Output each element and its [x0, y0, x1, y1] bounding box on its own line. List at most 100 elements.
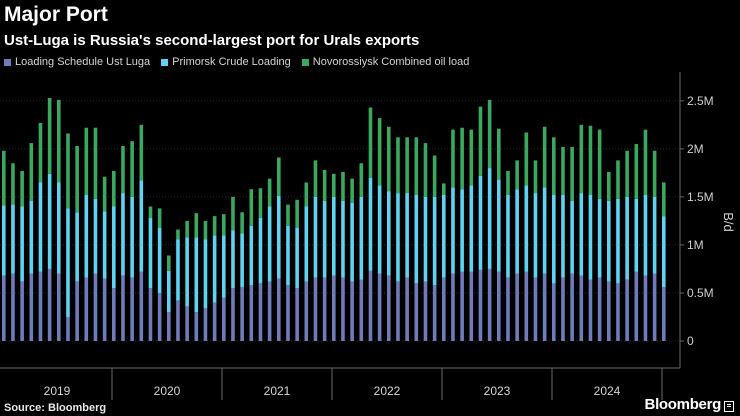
bar-segment-primorsk-crude-loading	[322, 200, 327, 278]
bar-segment-novorossiysk-combined-oil-load	[588, 125, 593, 195]
bar-segment-novorossiysk-combined-oil-load	[84, 127, 89, 195]
axes: 0 0.5M 1M 1.5M 2M 2.5M 2019 2020 2021 2022 2023 202…	[0, 72, 714, 400]
legend-label-ust-luga: Loading Schedule Ust Luga	[15, 56, 151, 68]
bar-segment-primorsk-crude-loading	[203, 239, 208, 309]
source-note: Source: Bloomberg	[4, 402, 107, 414]
bar-segment-novorossiysk-combined-oil-load	[93, 127, 98, 199]
bar-segment-primorsk-crude-loading	[47, 173, 52, 269]
bar-segment-loading-schedule-ust-luga	[662, 287, 666, 341]
bar-segment-loading-schedule-ust-luga	[368, 270, 373, 341]
bar-segment-primorsk-crude-loading	[368, 177, 373, 271]
bar-segment-novorossiysk-combined-oil-load	[322, 169, 327, 201]
bar-segment-loading-schedule-ust-luga	[249, 285, 254, 341]
bar-segment-loading-schedule-ust-luga	[121, 275, 125, 341]
bar-segment-novorossiysk-combined-oil-load	[267, 178, 272, 207]
bar-segment-primorsk-crude-loading	[38, 182, 43, 272]
bar-segment-loading-schedule-ust-luga	[423, 281, 428, 341]
bar-segment-primorsk-crude-loading	[176, 239, 180, 301]
bar-segment-primorsk-crude-loading	[597, 198, 602, 278]
x-tick-label: 2023	[484, 384, 511, 398]
legend-swatch-primorsk	[161, 58, 169, 66]
bar-segment-novorossiysk-combined-oil-load	[176, 229, 180, 240]
bar-segment-loading-schedule-ust-luga	[506, 277, 510, 341]
bar-segment-novorossiysk-combined-oil-load	[442, 183, 446, 195]
bar-segment-loading-schedule-ust-luga	[597, 277, 602, 341]
bar-segment-loading-schedule-ust-luga	[432, 285, 437, 341]
bar-segment-loading-schedule-ust-luga	[487, 268, 492, 341]
bar-segment-loading-schedule-ust-luga	[29, 273, 34, 341]
bar-segment-novorossiysk-combined-oil-load	[212, 216, 217, 236]
bar-segment-novorossiysk-combined-oil-load	[497, 128, 501, 180]
bar-segment-novorossiysk-combined-oil-load	[460, 127, 464, 190]
bar-segment-novorossiysk-combined-oil-load	[231, 196, 235, 231]
bar-segment-primorsk-crude-loading	[625, 196, 629, 280]
bar-segment-loading-schedule-ust-luga	[515, 273, 519, 341]
bar-segment-loading-schedule-ust-luga	[231, 288, 235, 341]
bar-segment-primorsk-crude-loading	[277, 195, 281, 279]
bar-segment-novorossiysk-combined-oil-load	[47, 97, 52, 174]
bar-segment-novorossiysk-combined-oil-load	[506, 170, 510, 195]
bar-segment-primorsk-crude-loading	[167, 270, 171, 313]
bar-segment-primorsk-crude-loading	[377, 185, 382, 274]
bar-segment-novorossiysk-combined-oil-load	[57, 99, 61, 183]
bar-segment-loading-schedule-ust-luga	[112, 288, 116, 341]
bar-segment-primorsk-crude-loading	[497, 179, 501, 272]
bar-segment-primorsk-crude-loading	[561, 194, 565, 278]
bar-segment-novorossiysk-combined-oil-load	[662, 182, 666, 217]
bar-segment-loading-schedule-ust-luga	[405, 277, 409, 341]
bar-segment-loading-schedule-ust-luga	[20, 281, 24, 341]
bar-segment-novorossiysk-combined-oil-load	[75, 145, 79, 213]
bar-segment-novorossiysk-combined-oil-load	[11, 163, 15, 205]
bar-segment-primorsk-crude-loading	[29, 200, 34, 274]
bar-segment-novorossiysk-combined-oil-load	[240, 212, 244, 234]
bar-segment-novorossiysk-combined-oil-load	[249, 189, 254, 226]
bar-segment-loading-schedule-ust-luga	[222, 297, 226, 341]
bar-segment-novorossiysk-combined-oil-load	[304, 182, 309, 207]
bar-segment-novorossiysk-combined-oil-load	[652, 150, 657, 197]
bar-segment-novorossiysk-combined-oil-load	[432, 155, 437, 197]
bar-segment-primorsk-crude-loading	[286, 225, 290, 286]
bar-segment-loading-schedule-ust-luga	[286, 285, 290, 341]
bar-segment-loading-schedule-ust-luga	[258, 283, 263, 341]
bar-segment-loading-schedule-ust-luga	[341, 277, 345, 341]
bar-segment-loading-schedule-ust-luga	[185, 306, 189, 341]
bar-segment-loading-schedule-ust-luga	[396, 281, 400, 341]
bar-segment-primorsk-crude-loading	[57, 182, 61, 274]
bar-segment-primorsk-crude-loading	[313, 196, 318, 278]
bar-segment-loading-schedule-ust-luga	[451, 273, 455, 341]
bar-segment-loading-schedule-ust-luga	[469, 271, 474, 341]
bar-segment-primorsk-crude-loading	[84, 194, 89, 278]
bloomberg-logo-icon	[724, 400, 734, 412]
bar-segment-loading-schedule-ust-luga	[542, 273, 547, 341]
bar-segment-loading-schedule-ust-luga	[533, 277, 538, 341]
bar-segment-novorossiysk-combined-oil-load	[515, 160, 519, 190]
legend-item-primorsk: Primorsk Crude Loading	[161, 55, 291, 69]
bar-segment-novorossiysk-combined-oil-load	[579, 124, 584, 194]
bar-segment-primorsk-crude-loading	[396, 193, 400, 282]
bar-segment-loading-schedule-ust-luga	[377, 273, 382, 341]
bar-segment-novorossiysk-combined-oil-load	[625, 150, 629, 197]
x-tick-label: 2019	[44, 384, 71, 398]
bar-segment-novorossiysk-combined-oil-load	[643, 129, 648, 195]
bars	[2, 97, 666, 341]
legend: Loading Schedule Ust Luga Primorsk Crude…	[4, 55, 469, 69]
bar-segment-loading-schedule-ust-luga	[93, 273, 98, 341]
bar-segment-novorossiysk-combined-oil-load	[295, 199, 299, 228]
bar-segment-primorsk-crude-loading	[588, 194, 593, 280]
bar-segment-primorsk-crude-loading	[93, 198, 98, 274]
bar-segment-primorsk-crude-loading	[295, 227, 299, 289]
bar-segment-loading-schedule-ust-luga	[148, 288, 153, 341]
bar-segment-loading-schedule-ust-luga	[579, 275, 584, 341]
x-tick-label: 2024	[594, 384, 621, 398]
bar-segment-primorsk-crude-loading	[414, 194, 419, 284]
x-tick-label: 2022	[374, 384, 401, 398]
bar-segment-loading-schedule-ust-luga	[304, 281, 309, 341]
bar-segment-loading-schedule-ust-luga	[359, 279, 364, 341]
bar-segment-loading-schedule-ust-luga	[130, 277, 134, 341]
bar-segment-primorsk-crude-loading	[542, 187, 547, 274]
bar-segment-novorossiysk-combined-oil-load	[570, 146, 574, 201]
bar-segment-primorsk-crude-loading	[662, 216, 666, 288]
bar-segment-novorossiysk-combined-oil-load	[451, 129, 455, 188]
bar-segment-loading-schedule-ust-luga	[38, 271, 43, 341]
bar-segment-novorossiysk-combined-oil-load	[203, 220, 208, 240]
